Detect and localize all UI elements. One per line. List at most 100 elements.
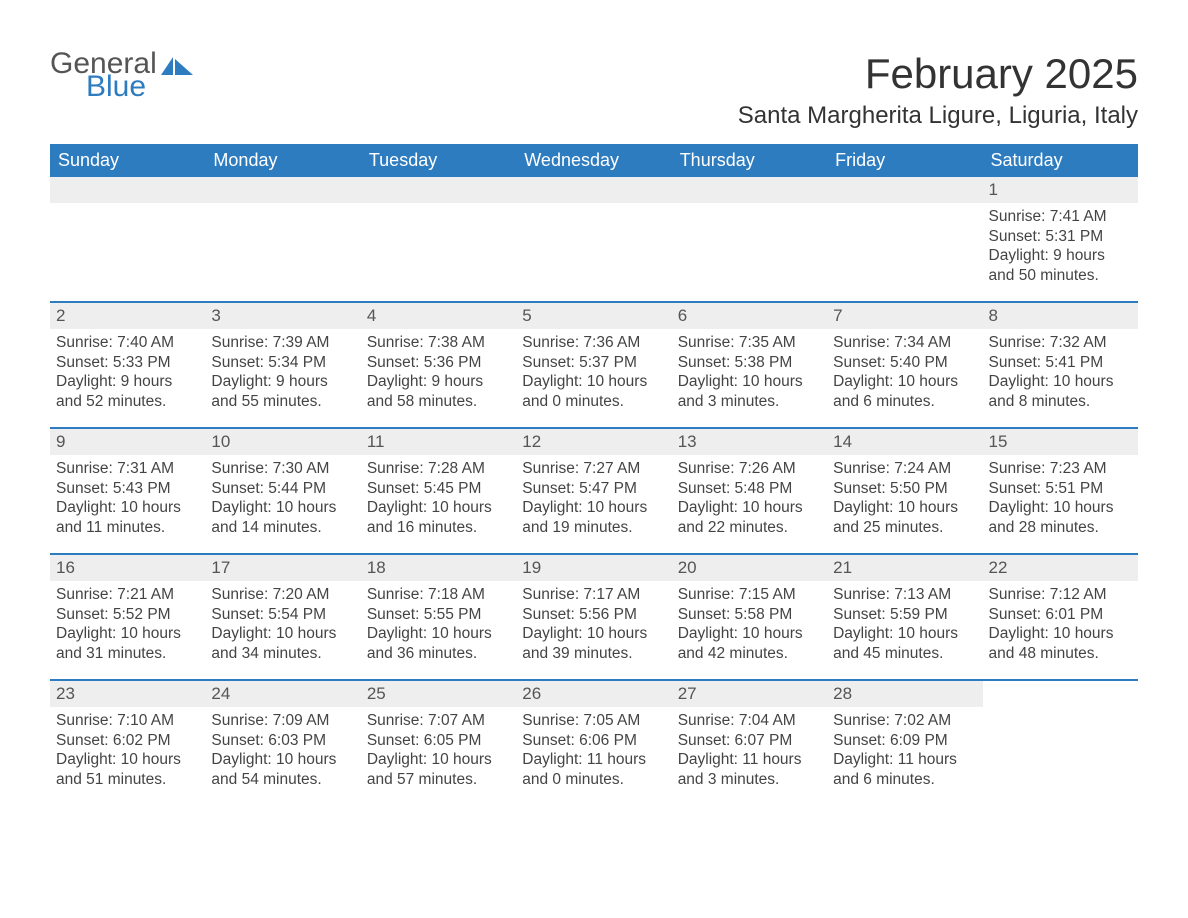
day-info: Sunrise: 7:39 AMSunset: 5:34 PMDaylight:…: [211, 333, 354, 412]
day-cell: 14Sunrise: 7:24 AMSunset: 5:50 PMDayligh…: [827, 429, 982, 553]
day-cell: 18Sunrise: 7:18 AMSunset: 5:55 PMDayligh…: [361, 555, 516, 679]
day-cell: 7Sunrise: 7:34 AMSunset: 5:40 PMDaylight…: [827, 303, 982, 427]
day-info: Sunrise: 7:02 AMSunset: 6:09 PMDaylight:…: [833, 711, 976, 790]
day-info: Sunrise: 7:31 AMSunset: 5:43 PMDaylight:…: [56, 459, 199, 538]
day-cell: [672, 177, 827, 301]
day-info: Sunrise: 7:09 AMSunset: 6:03 PMDaylight:…: [211, 711, 354, 790]
day-day2: and 54 minutes.: [211, 770, 354, 790]
day-cell: 16Sunrise: 7:21 AMSunset: 5:52 PMDayligh…: [50, 555, 205, 679]
day-number: 8: [983, 303, 1138, 329]
day-day2: and 31 minutes.: [56, 644, 199, 664]
day-info: Sunrise: 7:10 AMSunset: 6:02 PMDaylight:…: [56, 711, 199, 790]
day-sunrise: Sunrise: 7:31 AM: [56, 459, 199, 479]
day-sunrise: Sunrise: 7:20 AM: [211, 585, 354, 605]
day-sunset: Sunset: 5:48 PM: [678, 479, 821, 499]
day-sunset: Sunset: 5:45 PM: [367, 479, 510, 499]
week-row: 9Sunrise: 7:31 AMSunset: 5:43 PMDaylight…: [50, 427, 1138, 553]
day-cell: 9Sunrise: 7:31 AMSunset: 5:43 PMDaylight…: [50, 429, 205, 553]
dow-sunday: Sunday: [50, 144, 205, 177]
day-info: Sunrise: 7:38 AMSunset: 5:36 PMDaylight:…: [367, 333, 510, 412]
day-day1: Daylight: 10 hours: [678, 624, 821, 644]
day-number: 3: [205, 303, 360, 329]
day-number: 19: [516, 555, 671, 581]
day-sunrise: Sunrise: 7:40 AM: [56, 333, 199, 353]
day-day1: Daylight: 10 hours: [211, 498, 354, 518]
day-cell: 19 Sunrise: 7:17 AMSunset: 5:56 PMDayligh…: [516, 555, 671, 679]
day-cell: [516, 177, 671, 301]
day-number: 1: [983, 177, 1138, 203]
location-subtitle: Santa Margherita Ligure, Liguria, Italy: [50, 102, 1138, 130]
day-day2: and 36 minutes.: [367, 644, 510, 664]
day-sunset: Sunset: 5:58 PM: [678, 605, 821, 625]
day-day2: and 19 minutes.: [522, 518, 665, 538]
day-cell: [983, 681, 1138, 805]
day-sunset: Sunset: 5:34 PM: [211, 353, 354, 373]
day-day1: Daylight: 10 hours: [367, 750, 510, 770]
day-number: 6: [672, 303, 827, 329]
day-cell: [205, 177, 360, 301]
day-day1: Daylight: 10 hours: [522, 372, 665, 392]
day-sunrise: Sunrise: 7:30 AM: [211, 459, 354, 479]
dow-thursday: Thursday: [672, 144, 827, 177]
day-day2: and 11 minutes.: [56, 518, 199, 538]
day-day1: Daylight: 10 hours: [211, 624, 354, 644]
day-sunrise: Sunrise: 7:38 AM: [367, 333, 510, 353]
day-day2: and 16 minutes.: [367, 518, 510, 538]
day-sunrise: Sunrise: 7:05 AM: [522, 711, 665, 731]
day-sunset: Sunset: 6:06 PM: [522, 731, 665, 751]
day-sunset: Sunset: 5:33 PM: [56, 353, 199, 373]
day-info: Sunrise: 7:23 AMSunset: 5:51 PMDaylight:…: [989, 459, 1132, 538]
day-day1: Daylight: 10 hours: [522, 498, 665, 518]
day-cell: 15Sunrise: 7:23 AMSunset: 5:51 PMDayligh…: [983, 429, 1138, 553]
day-day2: and 51 minutes.: [56, 770, 199, 790]
day-number: 10: [205, 429, 360, 455]
day-number: 2: [50, 303, 205, 329]
day-sunrise: Sunrise: 7:17 AM: [522, 585, 665, 605]
day-day2: and 3 minutes.: [678, 770, 821, 790]
day-of-week-header: Sunday Monday Tuesday Wednesday Thursday…: [50, 144, 1138, 177]
day-info: Sunrise: 7:26 AMSunset: 5:48 PMDaylight:…: [678, 459, 821, 538]
day-cell: [827, 177, 982, 301]
day-sunrise: Sunrise: 7:26 AM: [678, 459, 821, 479]
day-day1: Daylight: 10 hours: [678, 498, 821, 518]
day-sunset: Sunset: 5:52 PM: [56, 605, 199, 625]
day-sunset: Sunset: 5:36 PM: [367, 353, 510, 373]
page-header: General Blue February 2025: [50, 50, 1138, 100]
day-cell: [50, 177, 205, 301]
day-day1: Daylight: 9 hours: [367, 372, 510, 392]
day-cell: 27Sunrise: 7:04 AMSunset: 6:07 PMDayligh…: [672, 681, 827, 805]
day-info: Sunrise: 7:36 AMSunset: 5:37 PMDaylight:…: [522, 333, 665, 412]
day-number: 22: [983, 555, 1138, 581]
day-number: 13: [672, 429, 827, 455]
week-row: 1 Sunrise: 7:41 AMSunset: 5:31 PMDaylight…: [50, 177, 1138, 301]
brand-logo: General Blue: [50, 50, 195, 100]
day-number: [672, 177, 827, 203]
day-day2: and 34 minutes.: [211, 644, 354, 664]
day-sunset: Sunset: 5:50 PM: [833, 479, 976, 499]
day-day1: Daylight: 10 hours: [522, 624, 665, 644]
day-info: Sunrise: 7:15 AMSunset: 5:58 PMDaylight:…: [678, 585, 821, 664]
logo-word-2: Blue: [86, 73, 195, 100]
day-day1: Daylight: 10 hours: [678, 372, 821, 392]
day-sunrise: Sunrise: 7:12 AM: [989, 585, 1132, 605]
day-day1: Daylight: 10 hours: [56, 498, 199, 518]
dow-friday: Friday: [827, 144, 982, 177]
day-info: Sunrise: 7:28 AMSunset: 5:45 PMDaylight:…: [367, 459, 510, 538]
day-sunset: Sunset: 5:56 PM: [522, 605, 665, 625]
day-sunset: Sunset: 6:09 PM: [833, 731, 976, 751]
day-day2: and 42 minutes.: [678, 644, 821, 664]
day-info: Sunrise: 7:30 AMSunset: 5:44 PMDaylight:…: [211, 459, 354, 538]
day-number: 17: [205, 555, 360, 581]
day-sunset: Sunset: 6:03 PM: [211, 731, 354, 751]
day-number: [361, 177, 516, 203]
day-cell: 21Sunrise: 7:13 AMSunset: 5:59 PMDayligh…: [827, 555, 982, 679]
day-sunset: Sunset: 5:54 PM: [211, 605, 354, 625]
day-number: 23: [50, 681, 205, 707]
day-info: Sunrise: 7:41 AMSunset: 5:31 PMDaylight:…: [989, 207, 1132, 286]
day-day2: and 28 minutes.: [989, 518, 1132, 538]
week-row: 16Sunrise: 7:21 AMSunset: 5:52 PMDayligh…: [50, 553, 1138, 679]
day-day2: and 6 minutes.: [833, 770, 976, 790]
day-day1: Daylight: 11 hours: [678, 750, 821, 770]
day-cell: 2Sunrise: 7:40 AMSunset: 5:33 PMDaylight…: [50, 303, 205, 427]
day-cell: 12Sunrise: 7:27 AMSunset: 5:47 PMDayligh…: [516, 429, 671, 553]
